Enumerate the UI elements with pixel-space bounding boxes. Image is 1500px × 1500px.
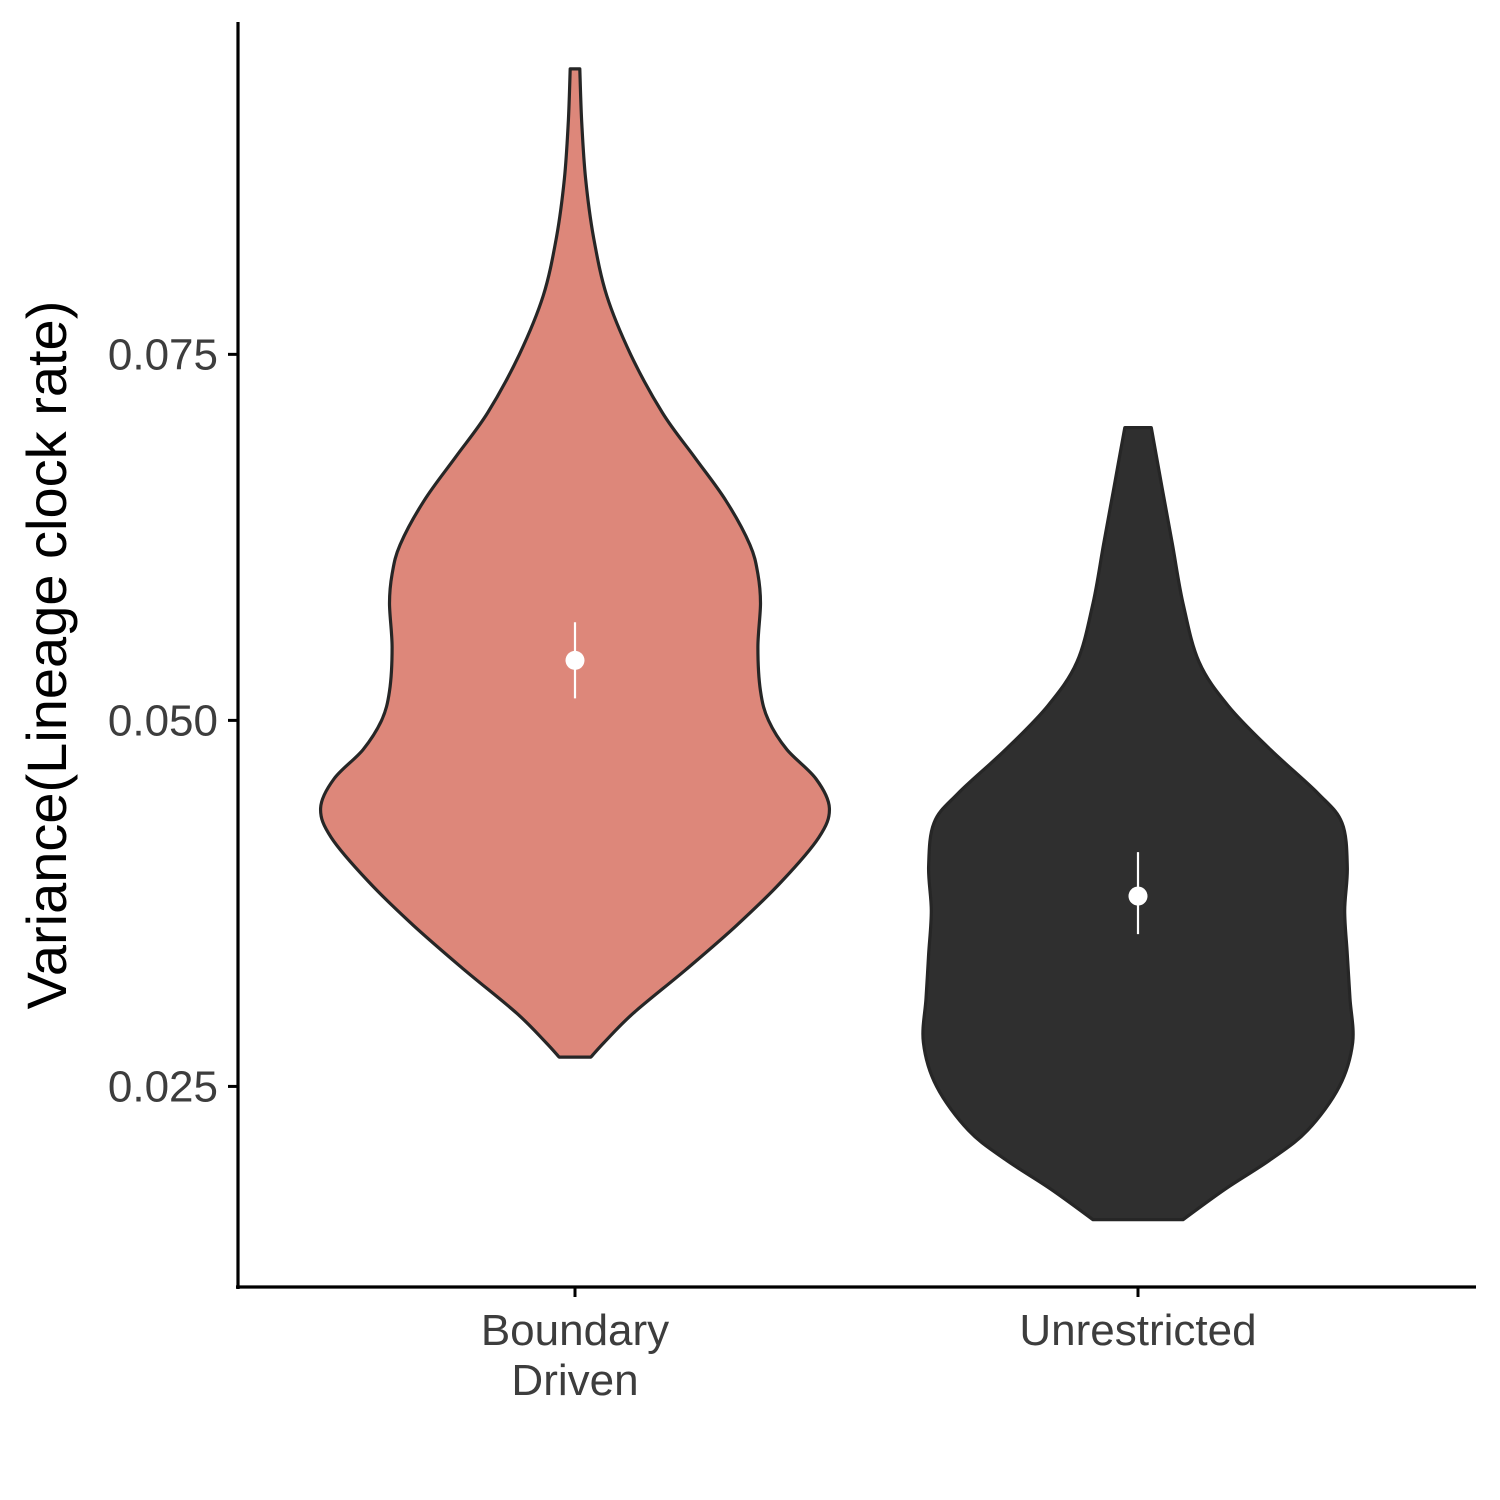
violin-1 [921, 426, 1355, 1222]
mean-marker-layer [565, 622, 1148, 935]
mean-point-0 [565, 650, 585, 670]
y-axis: 0.025 0.050 0.075 [108, 22, 240, 1289]
y-axis-title: Variance(Lineage clock rate) [15, 301, 78, 1010]
y-tick-label-1: 0.050 [108, 696, 218, 745]
violin-0 [318, 67, 832, 1059]
y-tick-label-0: 0.025 [108, 1062, 218, 1111]
mean-point-1 [1128, 886, 1148, 906]
y-tick-label-2: 0.075 [108, 330, 218, 379]
x-tick-label-1: Unrestricted [1019, 1306, 1256, 1355]
x-tick-label-0: Boundary Driven [481, 1306, 669, 1405]
violin-layer [318, 67, 1355, 1222]
x-axis: Boundary Driven Unrestricted [236, 1285, 1476, 1405]
